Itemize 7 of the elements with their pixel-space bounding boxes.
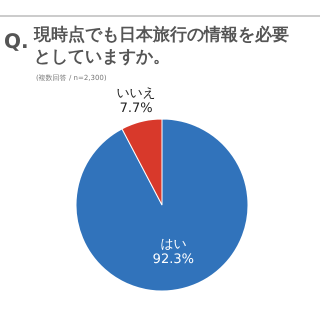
data-label: 92.3%	[152, 252, 194, 267]
data-label: 7.7%	[120, 101, 153, 116]
pie-slice	[76, 118, 248, 292]
chart-title: 現時点でも日本旅行の情報を必要としていますか。	[33, 25, 289, 67]
slice-label: はい	[160, 236, 186, 252]
slice-label: いいえ	[116, 86, 156, 102]
text: Q.	[4, 29, 29, 53]
